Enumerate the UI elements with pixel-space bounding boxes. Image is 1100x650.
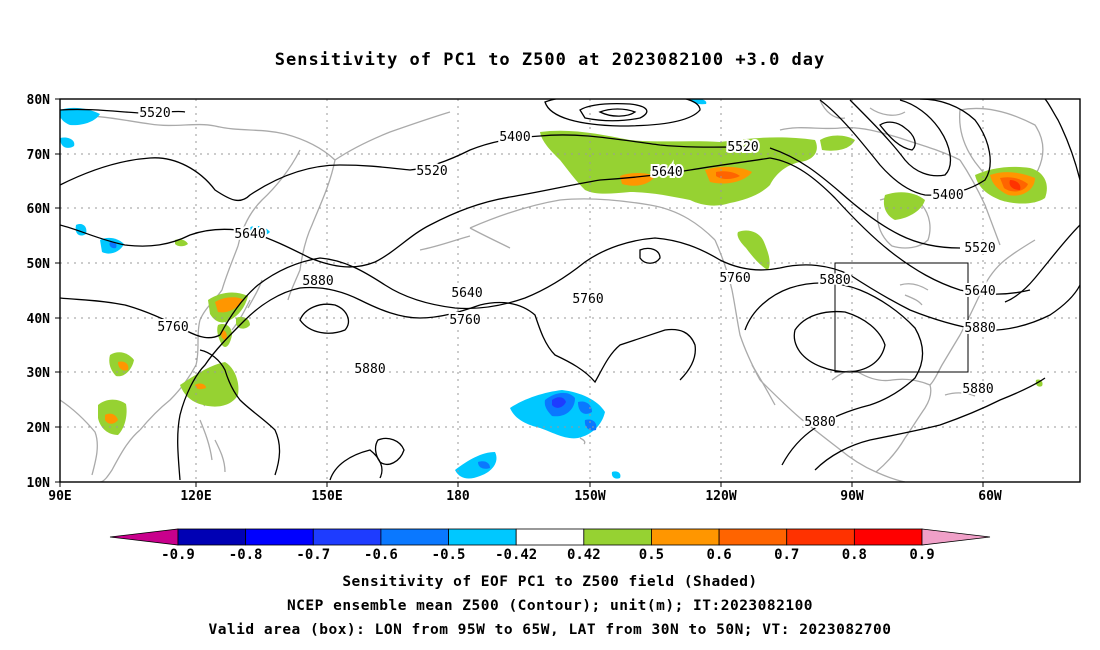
contour-label: 5880 <box>354 362 385 377</box>
colorbar-segment <box>515 528 585 546</box>
colorbar-tick-label: 0.6 <box>706 547 731 563</box>
contour-label: 5880 <box>819 273 850 288</box>
lon-tick-label: 150E <box>311 489 342 504</box>
z500-contours <box>60 99 1080 481</box>
colorbar-tick-label: 0.42 <box>567 547 601 563</box>
lon-tick-label: 90E <box>48 489 71 504</box>
lon-tick-label: 150W <box>574 489 605 504</box>
contour-label: 5520 <box>416 164 447 179</box>
contour-label: 5520 <box>139 106 170 121</box>
contour-label: 5760 <box>157 320 188 335</box>
lon-tick-label: 120W <box>705 489 736 504</box>
lat-tick-label: 80N <box>27 93 51 108</box>
lat-tick-label: 40N <box>27 312 51 327</box>
colorbar-segment <box>583 528 652 546</box>
caption-line-1: Sensitivity of EOF PC1 to Z500 field (Sh… <box>342 574 758 590</box>
contour-label: 5520 <box>727 140 758 155</box>
colorbar-segment <box>448 528 517 546</box>
contour-label: 5880 <box>964 321 995 336</box>
sensitivity-shading <box>60 99 1047 479</box>
colorbar-segment <box>786 528 855 546</box>
colorbar-tick-label: -0.9 <box>161 547 195 563</box>
contour-label: 5880 <box>962 382 993 397</box>
colorbar <box>109 528 991 546</box>
colorbar-segment <box>245 528 314 546</box>
colorbar-max-triangle <box>921 528 991 546</box>
colorbar-tick-label: 0.8 <box>842 547 867 563</box>
lon-tick-label: 120E <box>180 489 211 504</box>
lat-axis: 80N 70N 60N 50N 40N 30N 20N 10N <box>27 93 51 491</box>
lat-tick-label: 10N <box>27 476 51 491</box>
colorbar-tick-label: -0.6 <box>364 547 398 563</box>
contour-label: 5880 <box>302 274 333 289</box>
contour-label: 5880 <box>804 415 835 430</box>
caption-line-2: NCEP ensemble mean Z500 (Contour); unit(… <box>286 598 814 614</box>
colorbar-tick-label: -0.7 <box>296 547 330 563</box>
colorbar-tick-label: 0.9 <box>909 547 934 563</box>
contour-label: 5400 <box>932 188 963 203</box>
contour-label: 5760 <box>572 292 603 307</box>
contour-label: 5760 <box>719 271 750 286</box>
colorbar-segment <box>312 528 382 546</box>
colorbar-tick-label: 0.7 <box>774 547 799 563</box>
lat-tick-label: 60N <box>27 202 51 217</box>
contour-label-group: 5520 5400 5520 5520 5640 5640 5400 5520 5880 5640… <box>137 104 997 432</box>
lon-tick-label: 180 <box>446 489 470 504</box>
shade-positive <box>540 130 817 206</box>
colorbar-segment <box>177 528 247 546</box>
caption-line-3: Valid area (box): LON from 95W to 65W, L… <box>208 622 892 638</box>
map-frame <box>59 98 1081 483</box>
lat-tick-label: 20N <box>27 421 51 436</box>
contour-label: 5640 <box>964 284 995 299</box>
map-title: Sensitivity of PC1 to Z500 at 2023082100… <box>274 50 826 70</box>
colorbar-segment <box>853 528 923 546</box>
colorbar-tick-label: -0.8 <box>229 547 263 563</box>
contour-label: 5640 <box>451 286 482 301</box>
colorbar-tick-label: -0.42 <box>495 547 537 563</box>
contour-label: 5640 <box>234 227 265 242</box>
colorbar-segment <box>718 528 788 546</box>
lat-tick-label: 50N <box>27 257 51 272</box>
colorbar-segment <box>380 528 449 546</box>
colorbar-labels: -0.9 -0.8 -0.7 -0.6 -0.5 -0.42 0.42 0.5 0.6 0.7 0.… <box>161 547 935 563</box>
lat-tick-label: 30N <box>27 366 51 381</box>
colorbar-segment <box>651 528 720 546</box>
colorbar-tick-label: -0.5 <box>432 547 466 563</box>
lon-tick-label: 90W <box>840 489 864 504</box>
colorbar-min-triangle <box>109 528 179 546</box>
contour-label: 5760 <box>449 313 480 328</box>
contour-label: 5640 <box>651 165 682 180</box>
lon-axis: 90E 120E 150E 180 150W 120W 90W 60W <box>48 489 1002 504</box>
contour-label: 5400 <box>499 130 530 145</box>
lon-tick-label: 60W <box>978 489 1002 504</box>
contour-label: 5520 <box>964 241 995 256</box>
colorbar-tick-label: 0.5 <box>639 547 664 563</box>
valid-area-box <box>834 262 969 373</box>
lat-tick-label: 70N <box>27 148 51 163</box>
